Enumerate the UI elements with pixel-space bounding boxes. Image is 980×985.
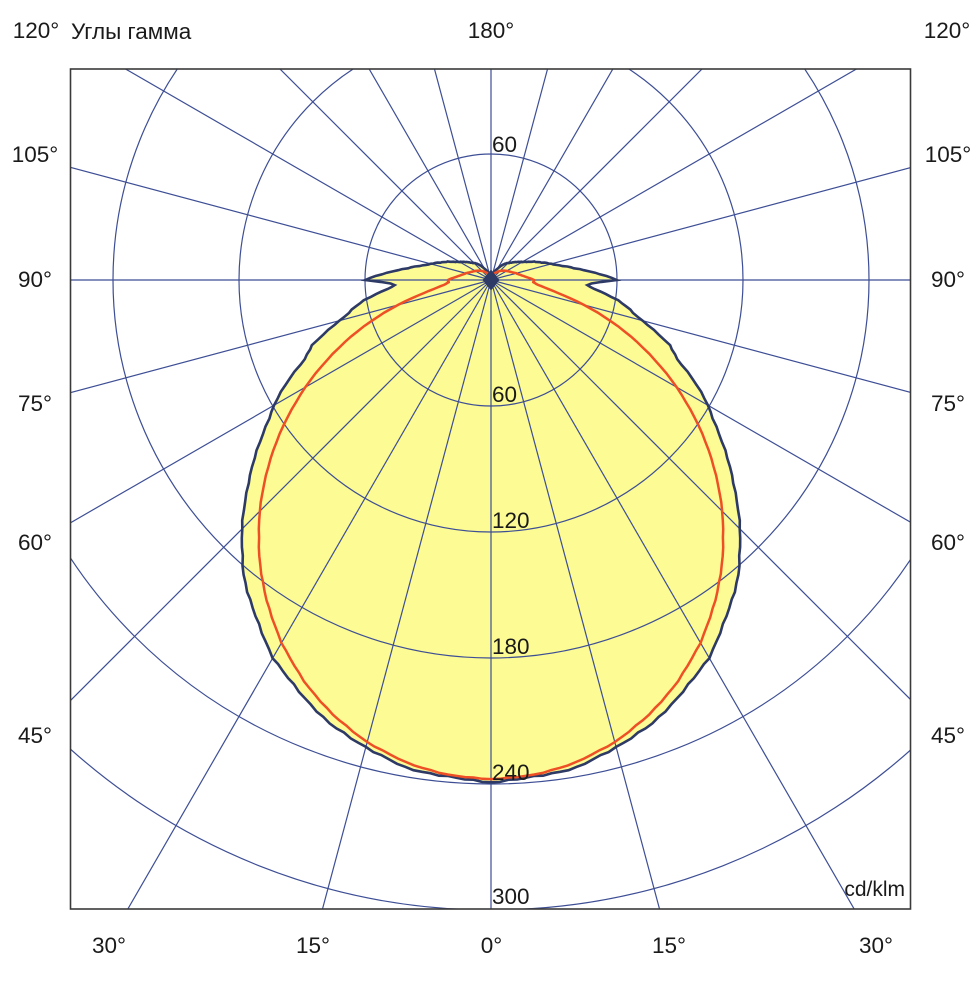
svg-text:120: 120 (492, 508, 530, 533)
svg-text:180°: 180° (468, 18, 515, 43)
svg-text:180: 180 (492, 634, 530, 659)
svg-text:30°: 30° (92, 933, 126, 958)
svg-text:30°: 30° (859, 933, 893, 958)
svg-text:0°: 0° (481, 933, 503, 958)
svg-text:90°: 90° (931, 267, 965, 292)
svg-text:60°: 60° (18, 530, 52, 555)
svg-text:45°: 45° (18, 723, 52, 748)
svg-text:60°: 60° (931, 530, 965, 555)
svg-text:120°: 120° (13, 18, 60, 43)
svg-text:60: 60 (492, 382, 517, 407)
svg-text:240: 240 (492, 760, 530, 785)
svg-text:105°: 105° (12, 142, 59, 167)
svg-text:120°: 120° (924, 18, 971, 43)
svg-text:75°: 75° (931, 391, 965, 416)
svg-text:15°: 15° (652, 933, 686, 958)
svg-text:105°: 105° (925, 142, 972, 167)
svg-text:60: 60 (492, 132, 517, 157)
svg-text:45°: 45° (931, 723, 965, 748)
svg-text:75°: 75° (18, 391, 52, 416)
svg-text:cd/klm: cd/klm (844, 878, 905, 901)
svg-text:Углы гамма: Углы гамма (71, 19, 192, 44)
svg-text:15°: 15° (296, 933, 330, 958)
svg-text:300: 300 (492, 884, 530, 909)
svg-text:90°: 90° (18, 267, 52, 292)
